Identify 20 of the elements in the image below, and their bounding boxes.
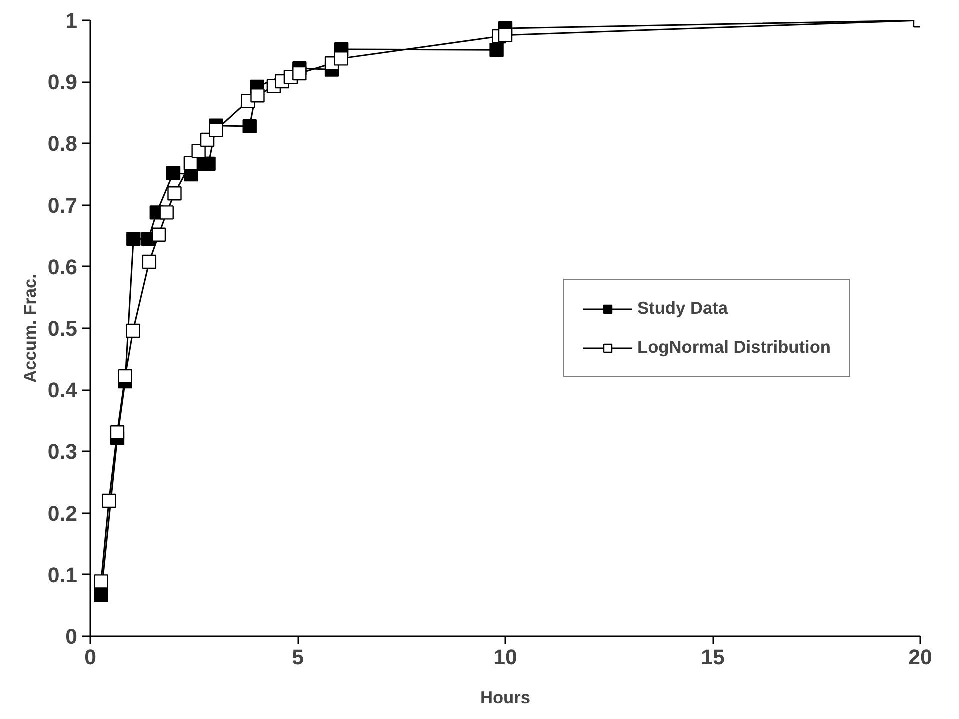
legend-label: LogNormal Distribution <box>638 337 831 358</box>
y-tick-label: 0.3 <box>48 440 78 464</box>
x-tick-label: 10 <box>494 646 518 670</box>
y-tick-label: 0.8 <box>48 132 78 156</box>
y-axis-title: Accum. Frac. <box>20 274 40 383</box>
x-tick-label: 20 <box>908 646 932 670</box>
legend-label: Study Data <box>638 298 730 319</box>
y-tick-label: 0.2 <box>48 502 78 526</box>
y-tick-label: 0.4 <box>48 378 78 403</box>
x-tick-label: 5 <box>292 646 304 670</box>
y-tick-label: 0.1 <box>48 563 78 588</box>
y-tick-label: 0.5 <box>48 317 78 341</box>
x-axis-title: Hours <box>480 688 531 708</box>
x-tick-label: 0 <box>84 646 96 670</box>
y-tick-label: 1 <box>66 9 78 33</box>
y-tick-label: 0 <box>66 625 78 649</box>
x-tick-label: 15 <box>701 646 725 670</box>
y-tick-label: 0.7 <box>48 194 78 218</box>
y-tick-label: 0.6 <box>48 255 78 280</box>
y-tick-label: 0.9 <box>48 70 78 95</box>
